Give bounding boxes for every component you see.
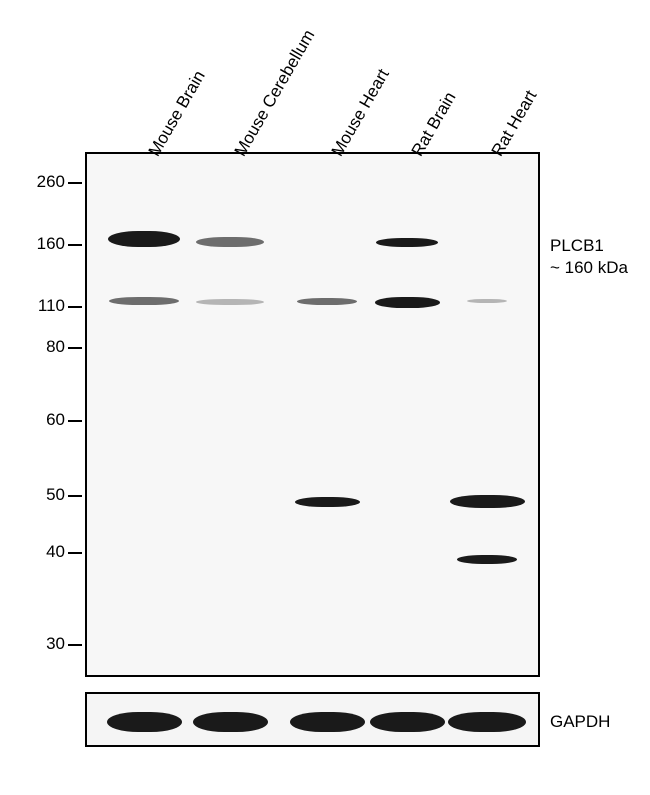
gapdh-band <box>193 712 268 732</box>
blot-band <box>109 297 179 305</box>
blot-band <box>108 231 180 247</box>
mw-marker-tick <box>68 552 82 554</box>
mw-marker-tick <box>68 244 82 246</box>
blot-band <box>375 297 440 308</box>
figure-container: PLCB1 ~ 160 kDa GAPDH Mouse BrainMouse C… <box>0 0 650 795</box>
gapdh-band <box>107 712 182 732</box>
gapdh-band <box>448 712 526 732</box>
mw-marker-label: 80 <box>25 337 65 357</box>
blot-band <box>196 237 264 247</box>
mw-marker-tick <box>68 306 82 308</box>
blot-band <box>196 299 264 305</box>
blot-band <box>457 555 517 564</box>
mw-marker-tick <box>68 495 82 497</box>
mw-marker-label: 110 <box>25 296 65 316</box>
mw-marker-tick <box>68 420 82 422</box>
mw-marker-label: 260 <box>25 172 65 192</box>
mw-marker-tick <box>68 347 82 349</box>
gapdh-blot-panel <box>85 692 540 747</box>
blot-band <box>295 497 360 507</box>
gapdh-band <box>290 712 365 732</box>
blot-band <box>297 298 357 305</box>
target-mw-label: ~ 160 kDa <box>550 258 628 278</box>
blot-band <box>450 495 525 508</box>
mw-marker-label: 160 <box>25 234 65 254</box>
mw-marker-tick <box>68 182 82 184</box>
target-name-label: PLCB1 <box>550 236 604 256</box>
blot-band <box>467 299 507 303</box>
mw-marker-label: 50 <box>25 485 65 505</box>
mw-marker-label: 40 <box>25 542 65 562</box>
blot-band <box>376 238 438 247</box>
mw-marker-label: 60 <box>25 410 65 430</box>
gapdh-band <box>370 712 445 732</box>
mw-marker-label: 30 <box>25 634 65 654</box>
main-blot-panel <box>85 152 540 677</box>
mw-marker-tick <box>68 644 82 646</box>
loading-control-label: GAPDH <box>550 712 610 732</box>
